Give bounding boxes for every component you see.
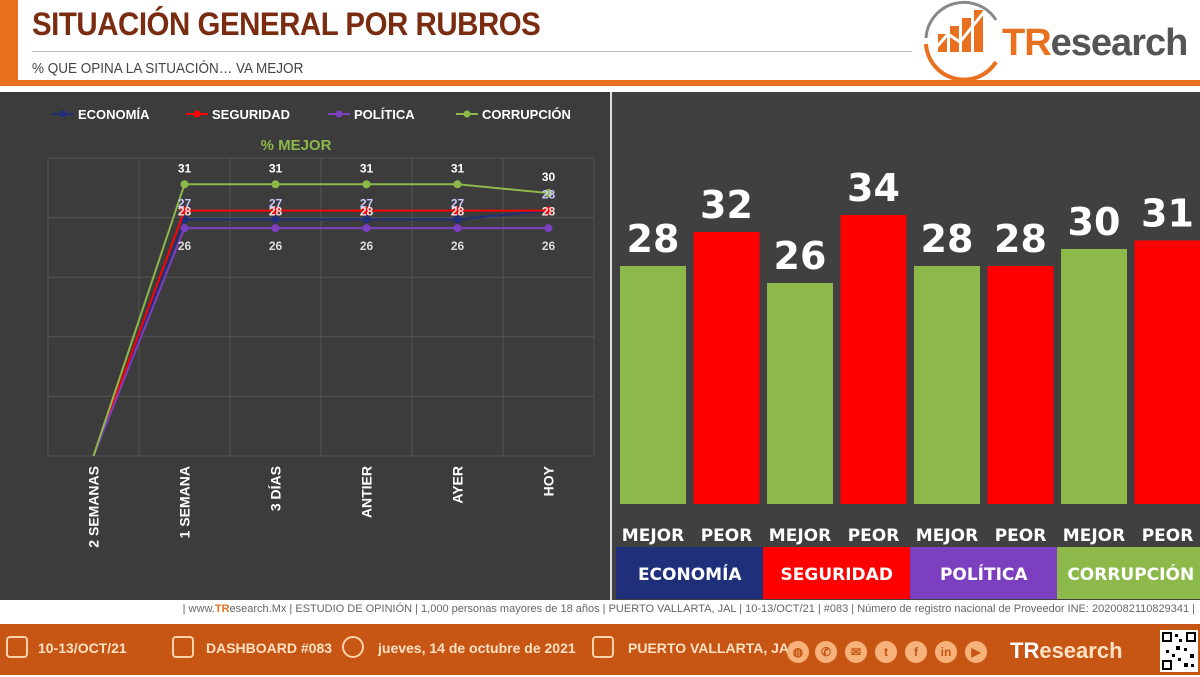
line-chart-title: % MEJOR	[261, 137, 332, 154]
bar-category-label: PEOR	[1142, 526, 1194, 546]
facebook-icon[interactable]: f	[905, 641, 927, 663]
data-label: 26	[542, 239, 556, 253]
footer-note: | www.TResearch.Mx | ESTUDIO DE OPINIÓN …	[0, 603, 1195, 615]
data-point	[272, 224, 280, 232]
data-point	[363, 224, 371, 232]
data-label: 26	[451, 239, 465, 253]
header-accent-bar	[0, 0, 18, 80]
bar	[694, 232, 760, 504]
data-label: 26	[360, 239, 374, 253]
bar-value-label: 34	[847, 166, 900, 210]
data-label: 26	[269, 239, 283, 253]
data-label: 31	[360, 161, 374, 175]
data-label: 31	[269, 161, 283, 175]
data-label: 28	[269, 205, 283, 219]
bar-category-label: MEJOR	[916, 526, 978, 546]
title-divider	[32, 51, 912, 52]
x-tick-label: AYER	[450, 466, 466, 504]
bottom-dashboard: DASHBOARD #083	[206, 640, 332, 656]
x-tick-label: 3 DÍAS	[268, 466, 284, 511]
data-label: 31	[178, 161, 192, 175]
group-label: POLÍTICA	[940, 563, 1028, 585]
line-chart: ECONOMÍA SEGURIDAD POLÍTICA CORRUPCIÓN % MEJ…	[0, 92, 610, 602]
bar	[1135, 241, 1200, 505]
legend-item: POLÍTICA	[328, 107, 415, 122]
page-subtitle: % QUE OPINA LA SITUACIÓN… VA MEJOR	[32, 60, 303, 77]
data-point	[181, 224, 189, 232]
bottom-date-range: 10-13/OCT/21	[38, 640, 127, 656]
legend-item: SEGURIDAD	[186, 107, 290, 122]
data-point	[545, 224, 553, 232]
logo-wordmark: TResearch	[1002, 22, 1187, 65]
legend-label: POLÍTICA	[354, 107, 415, 122]
data-point	[454, 224, 462, 232]
bottom-logo: TResearch	[1010, 638, 1123, 664]
bar-category-label: PEOR	[995, 526, 1047, 546]
legend-label: SEGURIDAD	[212, 107, 290, 122]
group-label: SEGURIDAD	[781, 565, 893, 585]
bar-category-label: PEOR	[848, 526, 900, 546]
x-tick-label: ANTIER	[359, 466, 375, 518]
data-point	[272, 180, 280, 188]
data-label: 28	[542, 188, 556, 202]
data-point	[181, 180, 189, 188]
qr-icon[interactable]	[1160, 630, 1198, 672]
data-label: 30	[542, 170, 556, 184]
bar-value-label: 31	[1141, 192, 1194, 236]
data-label: 28	[360, 205, 374, 219]
group-label: ECONOMÍA	[638, 563, 742, 585]
bar	[988, 266, 1054, 504]
linkedin-icon[interactable]: in	[935, 641, 957, 663]
globe-icon[interactable]: ◍	[787, 641, 809, 663]
calendar-icon	[6, 636, 28, 658]
group-label: CORRUPCIÓN	[1067, 563, 1194, 585]
data-label: 28	[178, 205, 192, 219]
page-title: SITUACIÓN GENERAL POR RUBROS	[32, 6, 540, 43]
data-point	[363, 180, 371, 188]
email-icon[interactable]: ✉	[845, 641, 867, 663]
dashboard-icon	[172, 636, 194, 658]
youtube-icon[interactable]: ▶	[965, 641, 987, 663]
bar-value-label: 26	[774, 234, 827, 278]
bar-value-label: 30	[1068, 200, 1121, 244]
bottom-date: jueves, 14 de octubre de 2021	[378, 640, 576, 656]
bar-category-label: MEJOR	[1063, 526, 1125, 546]
data-label: 28	[451, 205, 465, 219]
bar-value-label: 32	[700, 183, 753, 227]
bar-category-label: PEOR	[701, 526, 753, 546]
x-tick-label: 2 SEMANAS	[86, 466, 102, 548]
bar-value-label: 28	[921, 217, 974, 261]
bar	[767, 283, 833, 504]
line-chart-panel: ECONOMÍA SEGURIDAD POLÍTICA CORRUPCIÓN % MEJ…	[0, 92, 612, 602]
bar-chart-panel: 28 MEJOR 32 PEOR 26 MEJOR 34 PEOR 28 MEJOR 28 PEOR 3…	[612, 92, 1200, 602]
bar-category-label: MEJOR	[622, 526, 684, 546]
data-label: 31	[451, 161, 465, 175]
header-divider	[0, 80, 1200, 86]
bar	[914, 266, 980, 504]
x-tick-label: 1 SEMANA	[177, 466, 193, 538]
bar-category-label: MEJOR	[769, 526, 831, 546]
legend-label: CORRUPCIÓN	[482, 107, 571, 122]
data-label: 28	[542, 205, 556, 219]
bar-value-label: 28	[994, 217, 1047, 261]
bar	[1061, 249, 1127, 504]
chat-icon	[342, 636, 364, 658]
bar	[620, 266, 686, 504]
bar-value-label: 28	[627, 217, 680, 261]
x-tick-label: HOY	[541, 465, 557, 496]
data-point	[454, 180, 462, 188]
twitter-icon[interactable]: t	[875, 641, 897, 663]
bar-chart: 28 MEJOR 32 PEOR 26 MEJOR 34 PEOR 28 MEJOR 28 PEOR 3…	[612, 92, 1200, 602]
bottom-location: PUERTO VALLARTA, JAL	[628, 640, 798, 656]
data-label: 26	[178, 239, 192, 253]
legend-label: ECONOMÍA	[78, 107, 150, 122]
whatsapp-icon[interactable]: ✆	[815, 641, 837, 663]
legend-item: CORRUPCIÓN	[456, 107, 571, 122]
map-icon	[592, 636, 614, 658]
legend-item: ECONOMÍA	[52, 107, 150, 122]
bar	[841, 215, 907, 504]
